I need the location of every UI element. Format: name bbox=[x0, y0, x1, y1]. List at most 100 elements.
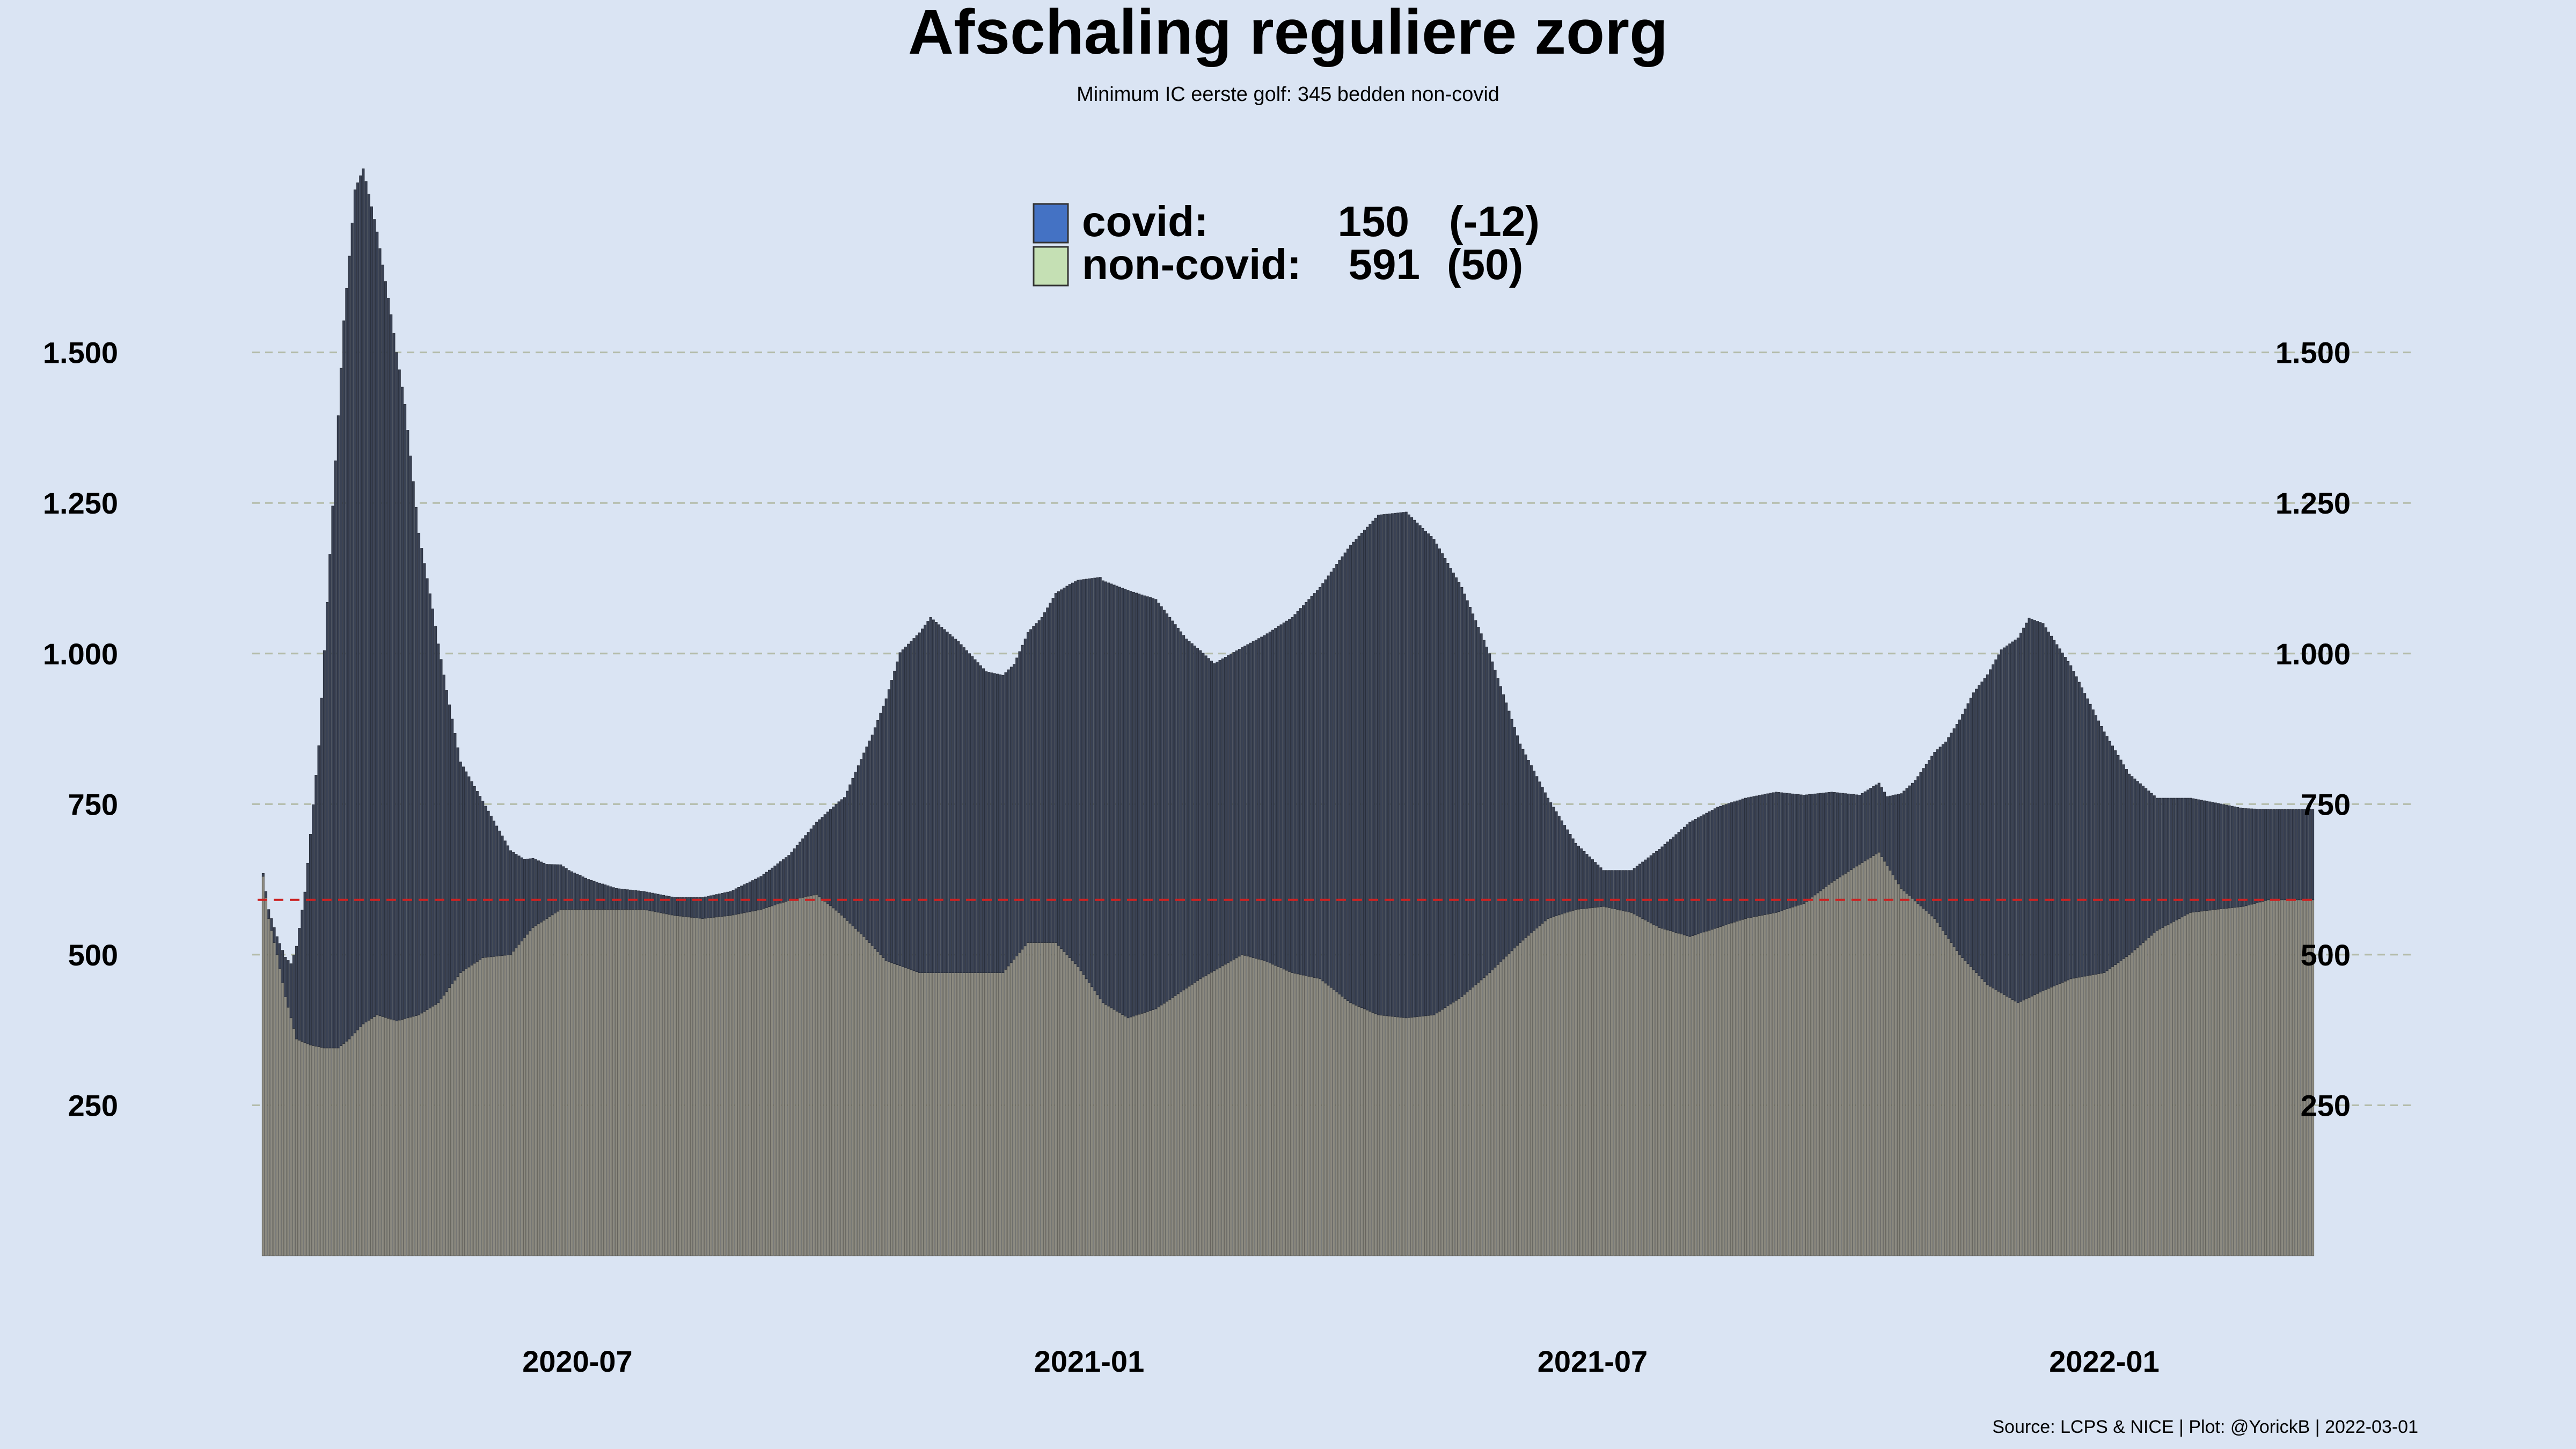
bar-covid-570 bbox=[1847, 793, 1850, 872]
bar-covid-230 bbox=[901, 649, 904, 967]
bar-noncovid-28 bbox=[339, 1045, 342, 1256]
bar-covid-546 bbox=[1780, 792, 1783, 911]
bar-noncovid-73 bbox=[465, 969, 468, 1256]
bar-covid-664 bbox=[2108, 741, 2111, 969]
bar-covid-18 bbox=[312, 804, 315, 1046]
bar-covid-28 bbox=[339, 368, 342, 1046]
bar-noncovid-569 bbox=[1844, 873, 1847, 1256]
bar-covid-269 bbox=[1009, 667, 1013, 963]
bar-covid-690 bbox=[2180, 797, 2184, 918]
bar-covid-603 bbox=[1938, 747, 1942, 927]
bar-covid-588 bbox=[1897, 794, 1900, 884]
bar-covid-594 bbox=[1914, 780, 1917, 902]
bar-covid-576 bbox=[1863, 791, 1867, 861]
bar-covid-445 bbox=[1499, 686, 1502, 962]
bar-noncovid-456 bbox=[1529, 933, 1533, 1256]
bar-noncovid-339 bbox=[1204, 975, 1208, 1256]
bar-noncovid-162 bbox=[712, 917, 715, 1256]
bar-noncovid-158 bbox=[701, 918, 704, 1256]
bar-noncovid-15 bbox=[303, 1042, 306, 1256]
y-tick-left-500: 500 bbox=[68, 938, 118, 972]
legend-label-covid: covid: bbox=[1082, 197, 1209, 245]
bar-noncovid-503 bbox=[1660, 928, 1664, 1256]
bar-noncovid-213 bbox=[854, 928, 857, 1256]
bar-covid-589 bbox=[1900, 793, 1903, 889]
bar-noncovid-171 bbox=[737, 913, 741, 1256]
bar-noncovid-0 bbox=[261, 876, 265, 1256]
bar-noncovid-570 bbox=[1847, 871, 1850, 1256]
bar-covid-496 bbox=[1641, 861, 1644, 919]
bar-noncovid-621 bbox=[1989, 986, 1992, 1256]
bar-covid-521 bbox=[1710, 810, 1714, 930]
bar-covid-625 bbox=[2000, 649, 2003, 993]
bar-noncovid-419 bbox=[1427, 1015, 1430, 1256]
bar-covid-512 bbox=[1686, 824, 1689, 936]
bar-covid-436 bbox=[1474, 620, 1477, 985]
y-tick-right-250: 250 bbox=[2301, 1088, 2351, 1122]
bar-noncovid-363 bbox=[1271, 964, 1274, 1256]
bar-covid-404 bbox=[1385, 514, 1388, 1016]
bar-covid-54 bbox=[412, 481, 415, 1017]
bar-covid-679 bbox=[2150, 793, 2153, 936]
bar-covid-478 bbox=[1591, 859, 1594, 908]
bar-noncovid-151 bbox=[682, 916, 685, 1256]
bar-covid-251 bbox=[960, 644, 963, 973]
bar-covid-581 bbox=[1877, 782, 1880, 853]
bar-noncovid-416 bbox=[1418, 1016, 1422, 1256]
bar-covid-628 bbox=[2008, 643, 2011, 998]
bar-noncovid-720 bbox=[2264, 900, 2267, 1256]
bar-noncovid-326 bbox=[1168, 999, 1172, 1256]
bar-covid-425 bbox=[1444, 558, 1447, 1008]
bar-noncovid-260 bbox=[985, 972, 988, 1256]
bar-covid-433 bbox=[1466, 600, 1469, 992]
bar-covid-578 bbox=[1869, 788, 1872, 858]
bar-covid-301 bbox=[1099, 577, 1102, 999]
bar-covid-587 bbox=[1894, 794, 1897, 880]
bar-noncovid-518 bbox=[1702, 932, 1706, 1256]
bar-noncovid-183 bbox=[771, 905, 774, 1256]
bar-noncovid-617 bbox=[1978, 975, 1981, 1256]
bar-noncovid-305 bbox=[1110, 1007, 1113, 1256]
bar-noncovid-236 bbox=[918, 972, 921, 1256]
bar-noncovid-713 bbox=[2244, 905, 2248, 1256]
bar-covid-408 bbox=[1396, 513, 1400, 1018]
bar-noncovid-585 bbox=[1889, 870, 1892, 1256]
bar-noncovid-188 bbox=[785, 901, 788, 1256]
bar-noncovid-225 bbox=[887, 961, 890, 1256]
bar-noncovid-161 bbox=[709, 917, 713, 1256]
bar-covid-146 bbox=[668, 896, 671, 915]
bar-covid-565 bbox=[1833, 792, 1836, 881]
bar-covid-321 bbox=[1154, 599, 1158, 1009]
bar-noncovid-340 bbox=[1207, 974, 1210, 1256]
bar-noncovid-344 bbox=[1218, 967, 1221, 1256]
bar-noncovid-547 bbox=[1783, 909, 1786, 1256]
bar-noncovid-696 bbox=[2197, 911, 2200, 1256]
bar-covid-263 bbox=[993, 673, 996, 973]
bar-covid-56 bbox=[418, 532, 421, 1015]
bar-noncovid-239 bbox=[926, 972, 930, 1256]
bar-covid-692 bbox=[2186, 797, 2189, 914]
bar-covid-12 bbox=[295, 946, 298, 1040]
bar-covid-534 bbox=[1747, 797, 1750, 918]
bar-noncovid-523 bbox=[1716, 927, 1719, 1256]
bar-noncovid-25 bbox=[331, 1048, 334, 1256]
bar-noncovid-614 bbox=[1969, 966, 1972, 1256]
bar-covid-116 bbox=[584, 877, 587, 910]
bar-noncovid-490 bbox=[1624, 911, 1628, 1256]
bar-noncovid-84 bbox=[495, 956, 499, 1256]
bar-noncovid-611 bbox=[1961, 957, 1964, 1256]
bar-covid-440 bbox=[1485, 647, 1489, 976]
bar-noncovid-479 bbox=[1594, 907, 1597, 1256]
bar-noncovid-502 bbox=[1658, 927, 1661, 1256]
bar-covid-730 bbox=[2292, 809, 2295, 901]
bar-noncovid-695 bbox=[2194, 911, 2198, 1256]
bar-covid-295 bbox=[1082, 579, 1085, 975]
bar-noncovid-145 bbox=[665, 913, 668, 1256]
bar-covid-586 bbox=[1891, 795, 1894, 875]
bar-noncovid-684 bbox=[2164, 926, 2167, 1256]
bar-covid-231 bbox=[904, 646, 907, 968]
bar-noncovid-451 bbox=[1516, 945, 1519, 1256]
bar-noncovid-447 bbox=[1505, 956, 1508, 1256]
bar-covid-523 bbox=[1716, 807, 1719, 928]
bar-covid-228 bbox=[896, 661, 899, 965]
